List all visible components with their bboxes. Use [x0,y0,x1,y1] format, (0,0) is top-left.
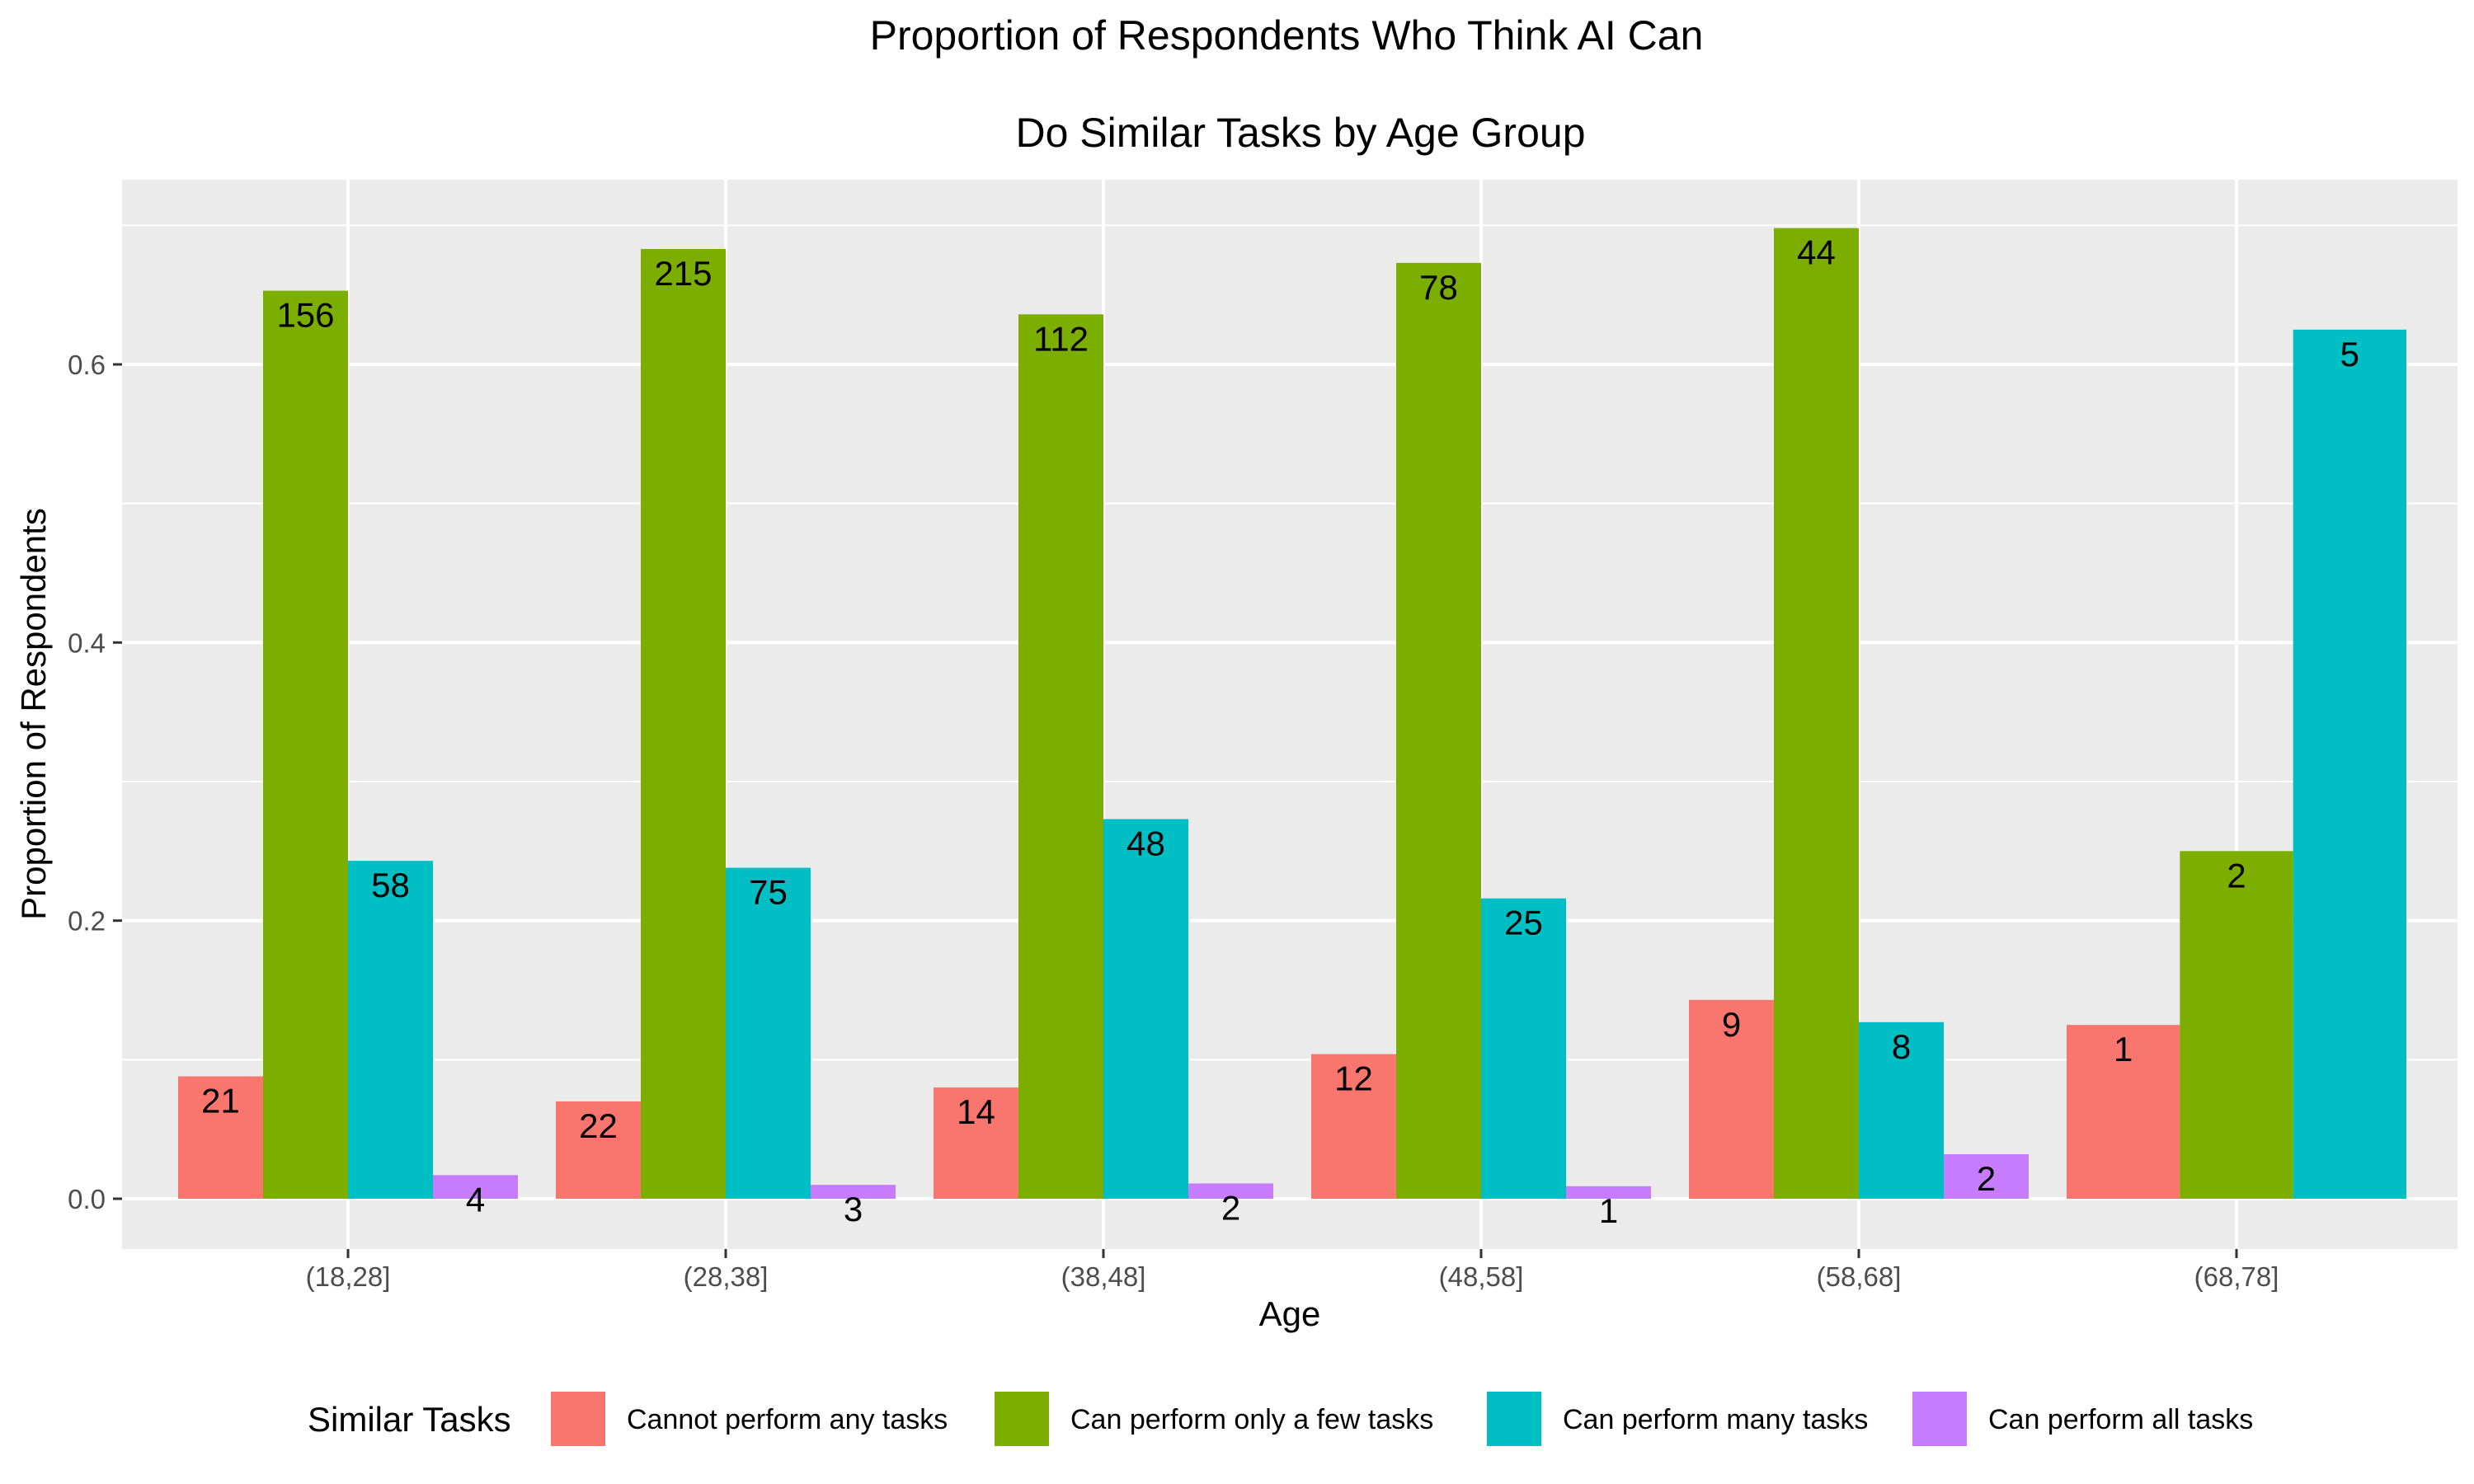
bar [1689,999,1774,1199]
bar-count-label: 14 [957,1092,995,1131]
y-axis: 0.0 0.2 0.4 0.6 [68,350,122,1214]
y-tick-label: 0.2 [68,906,106,937]
bar-count-label: 112 [1033,319,1089,358]
y-axis-title: Proportion of Respondents [14,508,53,920]
bar-count-label: 5 [2340,335,2359,373]
x-tick-label: (18,28] [306,1261,391,1292]
x-tick-label: (28,38] [684,1261,769,1292]
bar [811,1185,896,1199]
legend-label: Can perform all tasks [1988,1404,2253,1435]
bar-count-label: 58 [371,866,410,904]
bar [2067,1025,2180,1199]
bar [1103,819,1188,1199]
bar-count-label: 25 [1504,904,1543,942]
bar-count-label: 44 [1797,233,1836,272]
legend-key [995,1392,1049,1446]
legend: Similar Tasks Cannot perform any tasks Ca… [308,1392,2253,1446]
bar [934,1087,1018,1199]
x-axis: (18,28] (28,38] (38,48] (48,58] (58,68] (68,7… [306,1249,2279,1292]
x-tick-label: (38,48] [1061,1261,1146,1292]
bar-count-label: 2 [2227,856,2246,895]
bar [1566,1186,1651,1199]
legend-key [1912,1392,1967,1446]
x-tick-label: (48,58] [1439,1261,1524,1292]
bar [1481,898,1566,1199]
bar-count-label: 21 [201,1082,240,1120]
bar [433,1175,518,1199]
legend-label: Can perform only a few tasks [1070,1404,1433,1435]
bar-count-label: 9 [1722,1005,1741,1044]
bar [1188,1183,1273,1199]
chart-title-line-1: Proportion of Respondents Who Think AI C… [870,12,1704,59]
bar [1859,1021,1944,1199]
bar-count-label: 12 [1334,1059,1373,1098]
bar-count-label: 2 [1221,1188,1240,1227]
bar [2293,329,2406,1199]
bars [178,228,2406,1200]
x-tick-label: (58,68] [1817,1261,1902,1292]
x-axis-title: Age [1259,1294,1321,1333]
bar-count-label: 8 [1892,1027,1911,1066]
bar [726,867,811,1199]
y-tick-label: 0.6 [68,350,106,380]
bar [1774,228,1859,1199]
legend-title: Similar Tasks [308,1400,511,1439]
legend-key [551,1392,605,1446]
bar [263,290,348,1199]
x-tick-label: (68,78] [2194,1261,2279,1292]
legend-label: Can perform many tasks [1563,1404,1868,1435]
bar-count-label: 1 [2114,1030,2133,1068]
bar-count-label: 2 [1977,1159,1996,1198]
bar-count-label: 215 [654,254,712,293]
legend-key [1487,1392,1541,1446]
bar [1944,1154,2029,1199]
bar-count-label: 1 [1599,1191,1618,1230]
bar [556,1101,641,1199]
bar-count-label: 156 [276,296,334,335]
bar [641,249,726,1200]
y-tick-label: 0.4 [68,627,106,658]
y-tick-label: 0.0 [68,1184,106,1214]
bar-count-label: 75 [749,873,788,912]
legend-label: Cannot perform any tasks [627,1404,948,1435]
bar-count-label: 4 [466,1180,485,1219]
bar [1396,262,1481,1200]
bar [348,861,433,1199]
bar-count-label: 22 [579,1106,618,1145]
bar-count-label: 78 [1419,268,1458,307]
bar-count-label: 48 [1126,824,1165,863]
bar [178,1076,263,1199]
chart-title-line-2: Do Similar Tasks by Age Group [1015,110,1585,156]
bar [1311,1054,1396,1199]
bar [2180,851,2293,1199]
bar-count-label: 3 [844,1190,863,1228]
bar [1018,314,1103,1199]
